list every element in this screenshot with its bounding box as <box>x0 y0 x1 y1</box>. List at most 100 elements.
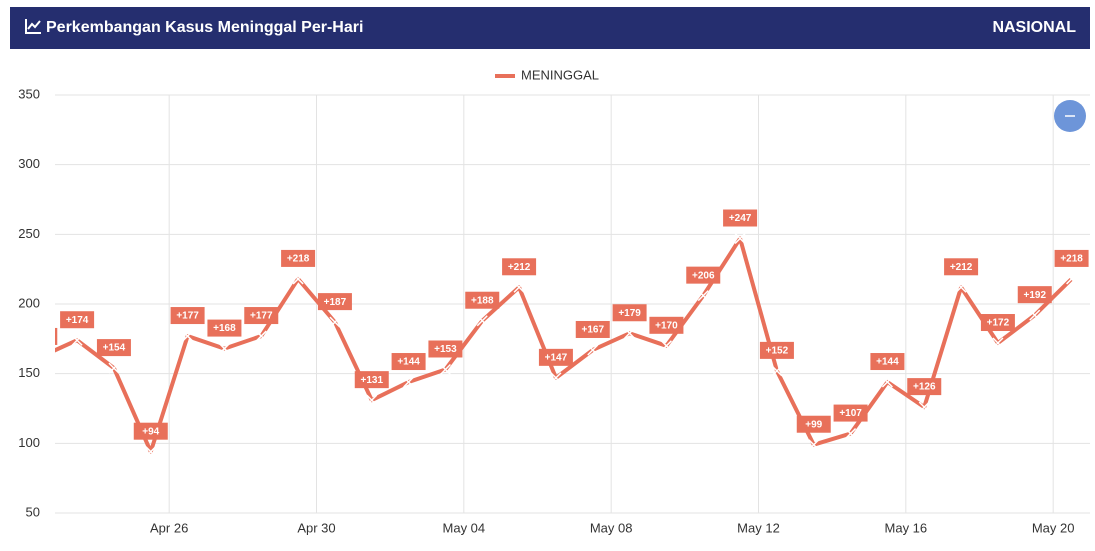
plot-area: +162 +174 +154 +94 +177 +168 +177 +218 +187 +131 +… <box>29 209 1089 458</box>
value-label: +192 <box>1023 290 1046 301</box>
point-marker <box>476 315 488 327</box>
value-label: +212 <box>950 262 973 273</box>
value-label: +167 <box>581 325 604 336</box>
x-tick-label: May 04 <box>443 520 486 535</box>
chart-icon <box>25 19 41 34</box>
point-marker <box>660 340 672 352</box>
y-tick-label: 350 <box>18 86 40 101</box>
value-label: +218 <box>287 254 310 265</box>
value-label: +206 <box>692 270 715 281</box>
header-bar <box>10 7 1090 49</box>
point-marker <box>845 428 857 440</box>
point-marker <box>71 334 83 346</box>
value-label-box <box>944 258 979 276</box>
value-label: +107 <box>839 408 862 419</box>
value-label: +172 <box>987 318 1010 329</box>
value-label: +212 <box>508 262 531 273</box>
value-label: +168 <box>213 323 236 334</box>
point-marker <box>992 337 1004 349</box>
point-marker <box>1029 309 1041 321</box>
point-marker <box>624 327 636 339</box>
point-marker <box>771 365 783 377</box>
value-label: +154 <box>103 343 126 354</box>
point-marker <box>808 439 820 451</box>
value-label-box <box>686 266 721 284</box>
value-label: +94 <box>142 426 159 437</box>
point-marker <box>403 376 415 388</box>
value-label: +147 <box>545 352 568 363</box>
value-label: +218 <box>1060 254 1083 265</box>
point-marker <box>218 343 230 355</box>
point-marker <box>439 363 451 376</box>
y-tick-label: 150 <box>18 365 40 380</box>
header-title: Perkembangan Kasus Meninggal Per-Hari <box>46 19 363 36</box>
point-marker <box>366 394 378 406</box>
value-label: +152 <box>766 346 789 357</box>
y-tick-label: 50 <box>26 504 40 519</box>
header-region: NASIONAL <box>992 19 1076 36</box>
value-label: +131 <box>360 375 383 386</box>
series-line <box>55 236 1073 454</box>
value-label-box <box>170 307 205 325</box>
value-label: +177 <box>250 311 273 322</box>
value-label-box <box>133 422 168 440</box>
y-tick-label: 250 <box>18 226 40 241</box>
value-label: +179 <box>618 308 641 319</box>
point-marker <box>918 401 930 413</box>
x-tick-label: May 16 <box>885 520 928 535</box>
x-tick-label: May 12 <box>737 520 780 535</box>
value-label: +162 <box>29 332 52 343</box>
value-label: +174 <box>66 315 89 326</box>
value-label-box <box>870 353 905 371</box>
value-label-box <box>317 293 352 311</box>
value-label-box <box>1054 249 1089 267</box>
point-marker <box>513 281 525 293</box>
value-label-box <box>428 340 463 358</box>
y-tick-label: 200 <box>18 295 40 310</box>
legend-label: MENINGGAL <box>521 67 599 82</box>
x-tick-label: Apr 30 <box>297 520 335 535</box>
y-tick-label: 300 <box>18 156 40 171</box>
point-marker <box>255 330 267 342</box>
value-label-box <box>55 327 58 345</box>
value-label-box <box>391 353 426 371</box>
y-tick-label: 100 <box>18 435 40 450</box>
value-label: +153 <box>434 344 457 355</box>
value-label: +187 <box>324 297 347 308</box>
value-label-box <box>354 371 389 389</box>
x-tick-label: May 20 <box>1032 520 1075 535</box>
value-label-box <box>244 307 279 325</box>
value-label-box <box>723 209 758 227</box>
x-tick-label: May 08 <box>590 520 633 535</box>
value-label-box <box>833 404 868 422</box>
value-label: +99 <box>805 419 822 430</box>
value-label-box <box>980 314 1015 332</box>
value-label-box <box>465 291 500 309</box>
point-marker <box>145 446 157 458</box>
value-label-box <box>612 304 647 322</box>
value-label-box <box>649 316 684 334</box>
value-label-box <box>96 339 131 357</box>
value-label-box <box>1017 286 1052 304</box>
value-label-box <box>575 320 610 338</box>
value-label-box <box>759 341 794 359</box>
point-marker <box>587 344 599 356</box>
point-marker <box>1066 273 1078 285</box>
value-label-box <box>796 415 831 433</box>
value-label-box <box>538 348 573 366</box>
point-marker <box>550 372 562 384</box>
value-label: +144 <box>397 357 420 368</box>
point-marker <box>881 376 893 388</box>
point-marker <box>329 316 341 328</box>
point-marker <box>35 352 45 362</box>
value-label: +177 <box>176 311 199 322</box>
value-label-box <box>207 319 242 337</box>
zoom-button[interactable] <box>1054 100 1086 132</box>
point-marker <box>955 281 967 293</box>
value-label: +170 <box>655 320 678 331</box>
point-marker <box>182 330 194 342</box>
value-label-box <box>907 378 942 396</box>
value-label-box <box>281 249 316 267</box>
value-label: +188 <box>471 295 494 306</box>
